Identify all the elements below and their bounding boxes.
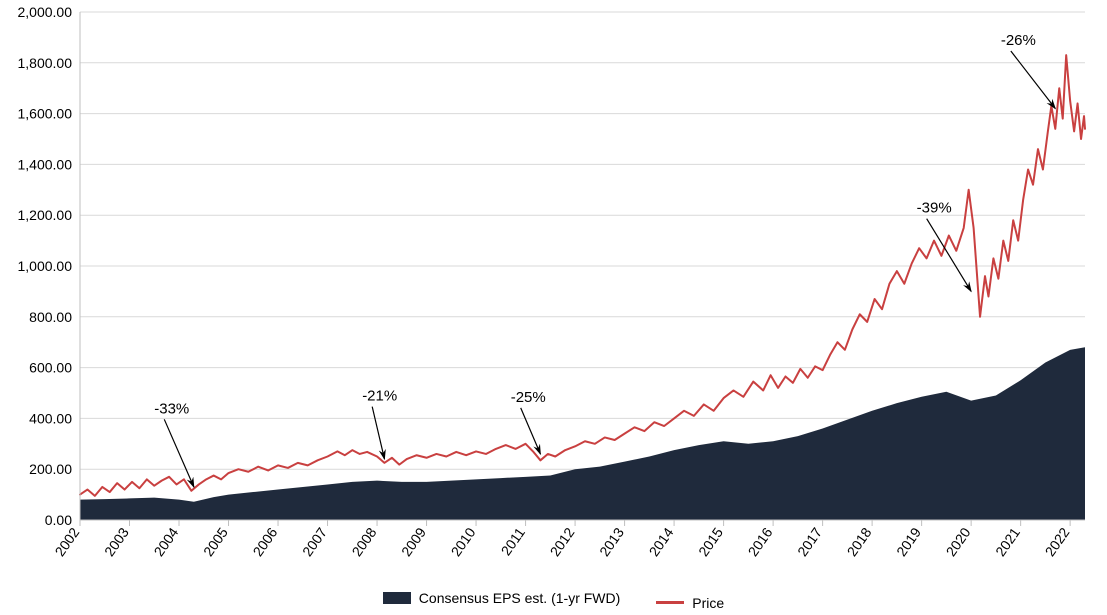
legend-item: Consensus EPS est. (1-yr FWD): [383, 590, 621, 606]
annotation-label: -21%: [362, 388, 397, 405]
y-tick-label: 800.00: [29, 309, 72, 325]
chart-canvas: 0.00200.00400.00600.00800.001,000.001,20…: [0, 0, 1107, 615]
legend-swatch-rect: [383, 592, 411, 604]
chart-legend: Consensus EPS est. (1-yr FWD) Price: [0, 590, 1107, 611]
y-tick-label: 400.00: [29, 410, 72, 426]
y-tick-label: 200.00: [29, 461, 72, 477]
annotation-label: -26%: [1001, 32, 1036, 49]
legend-label: Consensus EPS est. (1-yr FWD): [419, 590, 621, 606]
y-tick-label: 1,600.00: [18, 106, 73, 122]
legend-swatch-line: [656, 601, 684, 604]
y-tick-label: 1,800.00: [18, 55, 73, 71]
annotation-label: -25%: [511, 389, 546, 406]
annotation-label: -39%: [917, 200, 952, 217]
annotation-label: -33%: [154, 400, 189, 417]
y-tick-label: 1,000.00: [18, 258, 73, 274]
chart-bg: [0, 0, 1107, 615]
y-tick-label: 2,000.00: [18, 4, 73, 20]
y-tick-label: 1,400.00: [18, 156, 73, 172]
y-tick-label: 1,200.00: [18, 207, 73, 223]
y-tick-label: 600.00: [29, 360, 72, 376]
eps-price-chart: 0.00200.00400.00600.00800.001,000.001,20…: [0, 0, 1107, 615]
legend-item: Price: [656, 595, 724, 611]
legend-label: Price: [692, 595, 724, 611]
